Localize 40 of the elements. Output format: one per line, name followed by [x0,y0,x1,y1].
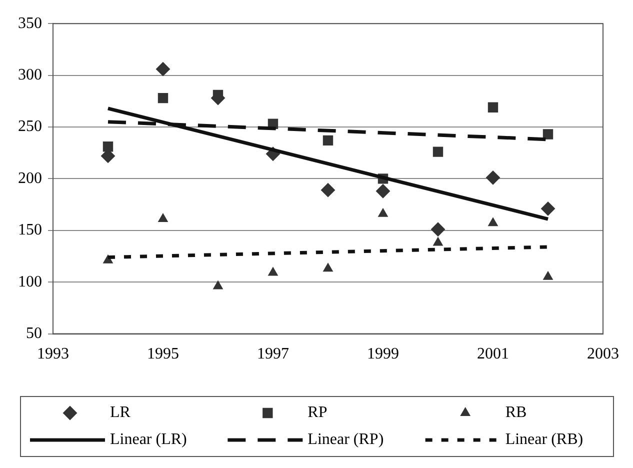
legend-label: Linear (LR) [110,431,187,448]
point [323,263,333,272]
point [486,170,500,185]
point [378,208,388,217]
point [488,102,498,112]
legend-label: RP [308,404,328,422]
point [431,222,445,236]
point [433,237,443,246]
x-tick-label: 1993 [37,346,69,363]
legend-label: Linear (RP) [308,431,384,448]
legend-label: LR [110,404,131,422]
x-tick-label: 1995 [147,346,179,363]
point [322,135,334,146]
y-tick-label: 150 [18,222,42,239]
point [156,62,170,76]
y-tick-label: 250 [18,118,42,136]
y-tick-label: 50 [26,325,42,342]
point [543,271,553,280]
legend-label: RB [505,404,527,422]
point [102,142,114,152]
x-tick-label: 1997 [257,346,289,363]
point [158,92,168,104]
y-tick-label: 350 [18,14,42,32]
point [212,90,224,100]
x-tick-label: 2003 [587,346,619,363]
point [158,214,168,222]
x-tick-label: 1999 [367,346,399,363]
point [432,146,444,157]
y-tick-label: 100 [18,273,42,290]
y-tick-label: 300 [18,66,42,84]
y-tick-label: 200 [18,170,42,187]
point [376,184,390,198]
point [268,267,278,276]
point [321,183,335,198]
legend-label: Linear (RB) [505,431,584,448]
x-tick-label: 2001 [477,346,509,363]
point [542,129,554,140]
point [213,280,223,290]
point [488,218,498,226]
point [541,202,555,216]
